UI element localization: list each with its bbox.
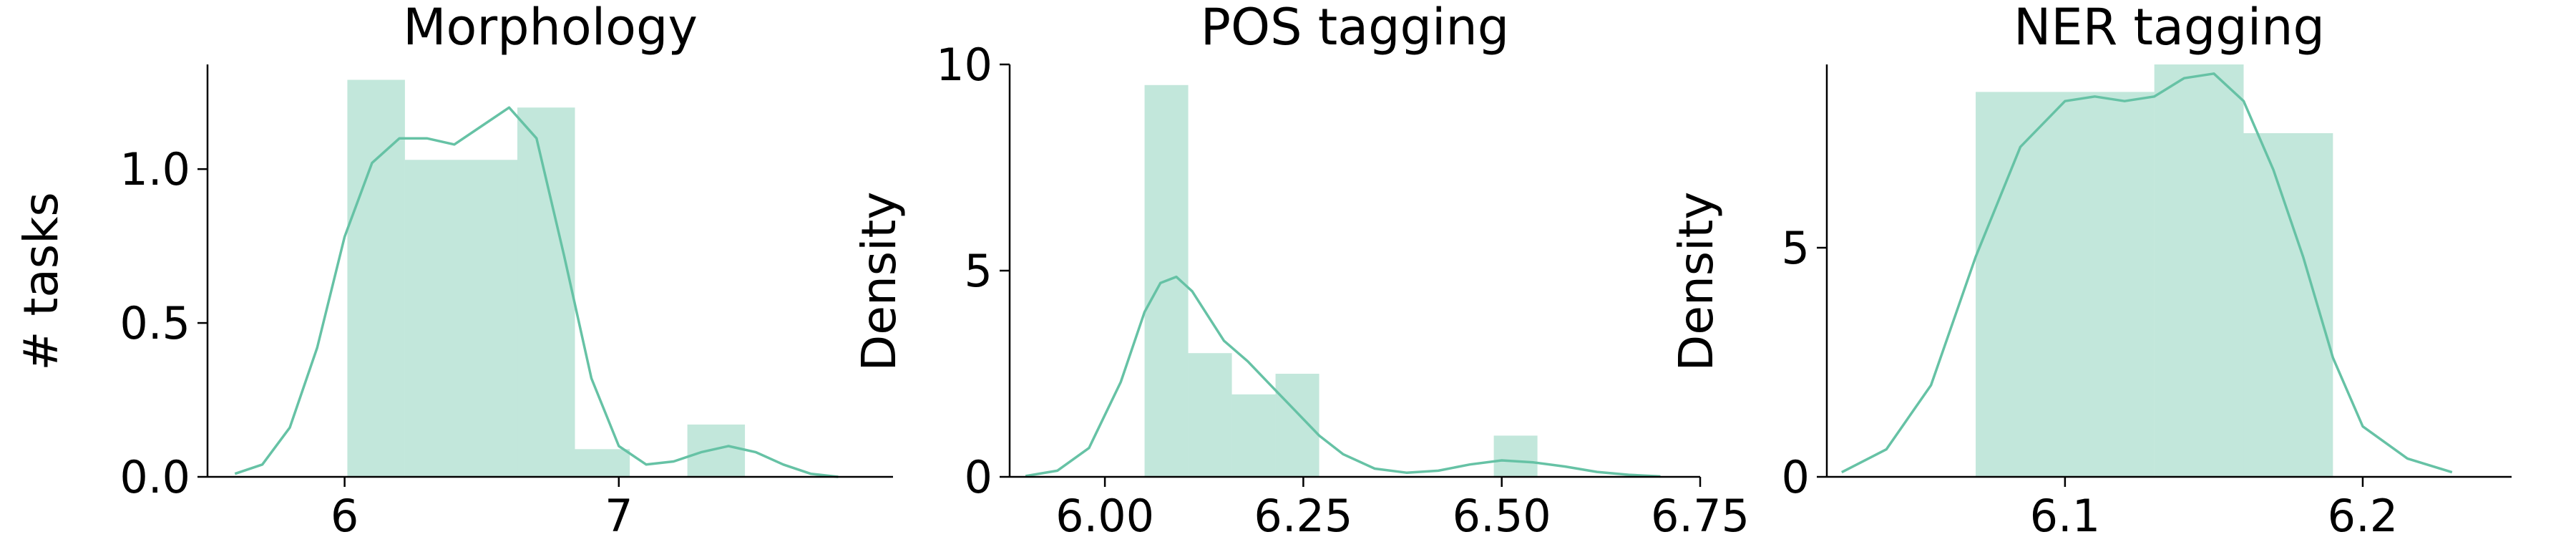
y-tick-label: 0.0 [119,451,190,503]
histogram-bar-2 [2243,133,2333,477]
x-tick-label: 6.25 [1254,490,1352,537]
x-tick-label: 6.2 [2328,490,2399,537]
histogram-bar-1 [404,160,518,478]
x-tick-label: 6.00 [1055,490,1154,537]
y-axis-label: Density [1669,192,1724,372]
panel-pos-tagging: 6.00 6.25 6.50 6.75 0 5 10 POS tagging Density [852,0,1750,537]
y-tick-label: 1.0 [119,143,190,195]
x-tick-label: 6.50 [1453,490,1551,537]
chart-title: POS tagging [1201,0,1509,57]
y-tick-label: 5 [965,245,992,297]
y-tick-label: 0 [965,451,992,503]
chart-title: Morphology [403,0,698,57]
kde-curve [1841,72,2453,474]
chart-title: NER tagging [2014,0,2325,57]
x-tick-label: 6.75 [1651,490,1750,537]
histogram-bar-0 [347,79,405,477]
histogram-bar-4 [1493,435,1538,477]
kde-curve [234,106,839,478]
x-tick-label: 7 [605,490,633,537]
x-tick-label: 6.1 [2030,490,2101,537]
y-axis-label: # tasks [14,192,69,371]
panel-ner-tagging: 6.1 6.2 0 5 NER tagging Density [1669,0,2512,537]
y-tick-label: 5 [1782,222,1810,274]
histogram-bar-2 [517,107,575,478]
histogram-bar-0 [1976,92,2155,477]
y-tick-label: 0.5 [119,297,190,349]
y-tick-label: 10 [936,39,992,91]
histogram-bar-4 [687,424,746,477]
histogram-bar-3 [575,449,630,477]
histogram-bar-2 [1231,394,1276,477]
panel-morphology: 6 7 0.0 0.5 1.0 Morphology # tasks [14,0,893,537]
histogram-bar-1 [2154,64,2244,477]
histogram-bar-1 [1188,353,1232,477]
y-axis-label: Density [852,192,907,372]
kde-curve [1025,275,1661,478]
y-tick-label: 0 [1782,451,1810,503]
x-tick-label: 6 [331,490,358,537]
histogram-bar-3 [1275,374,1319,477]
